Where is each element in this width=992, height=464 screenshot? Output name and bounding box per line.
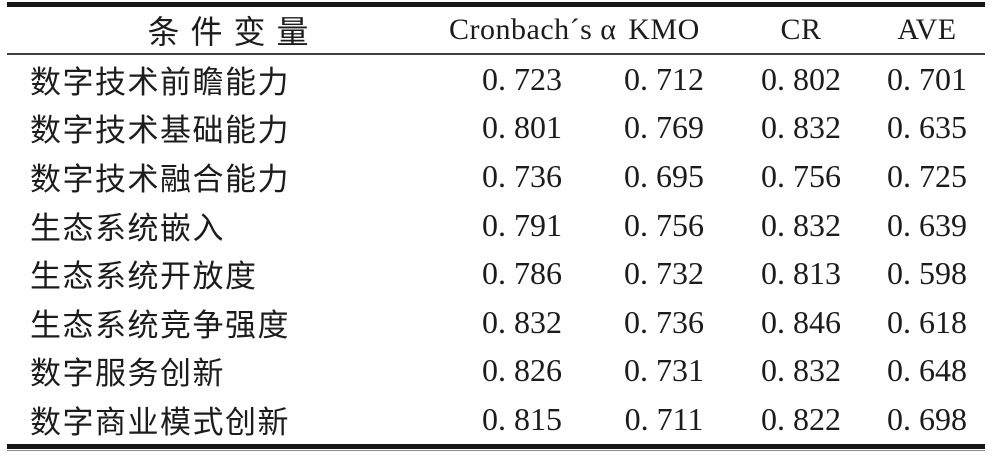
table-bottom-rule-shadow [7,449,985,451]
table-row: 生态系统嵌入 0. 791 0. 756 0. 832 0. 639 [7,201,985,250]
row-label: 生态系统嵌入 [30,210,225,246]
cell-value: 0. 832 [761,352,841,389]
cell-value: 0. 731 [624,352,704,389]
row-label: 生态系统开放度 [30,259,258,295]
table-row: 数字服务创新 0. 826 0. 731 0. 832 0. 648 [7,347,985,396]
table-body: 数字技术前瞻能力 0. 723 0. 712 0. 802 0. 701 数字技术基础能力… [7,55,985,444]
cell-value: 0. 712 [624,60,704,97]
cell-value: 0. 736 [624,303,704,340]
cell-value: 0. 786 [482,255,562,292]
cell-value: 0. 756 [761,157,841,194]
cell-value: 0. 801 [482,109,562,146]
column-header-condition-variable: 条件变量 [147,14,320,50]
cell-value: 0. 832 [761,109,841,146]
cell-value: 0. 635 [887,109,967,146]
cell-value: 0. 822 [761,400,841,437]
cell-value: 0. 698 [887,400,967,437]
cell-value: 0. 769 [624,109,704,146]
cell-value: 0. 826 [482,352,562,389]
row-label: 数字服务创新 [30,356,225,392]
table-header-row: 条件变量 Cronbach´s α KMO CR AVE [7,7,985,53]
cell-value: 0. 648 [887,352,967,389]
reliability-validity-table: 条件变量 Cronbach´s α KMO CR AVE 数字技术前瞻能力 0. … [7,2,985,451]
cell-value: 0. 598 [887,255,967,292]
cell-value: 0. 813 [761,255,841,292]
cell-value: 0. 802 [761,60,841,97]
cell-value: 0. 736 [482,157,562,194]
cell-value: 0. 618 [887,303,967,340]
row-label: 数字技术前瞻能力 [30,64,290,100]
table-top-rule [7,2,985,7]
cell-value: 0. 832 [761,206,841,243]
cell-value: 0. 732 [624,255,704,292]
cell-value: 0. 639 [887,206,967,243]
row-label: 数字商业模式创新 [30,404,290,440]
column-header-kmo: KMO [628,13,700,46]
column-header-cronbachs-alpha: Cronbach´s α [449,13,617,46]
table-row: 数字技术基础能力 0. 801 0. 769 0. 832 0. 635 [7,104,985,153]
cell-value: 0. 723 [482,60,562,97]
row-label: 数字技术融合能力 [30,161,290,197]
row-label: 数字技术基础能力 [30,113,290,149]
cell-value: 0. 791 [482,206,562,243]
column-header-cr: CR [780,13,822,46]
table-row: 数字技术融合能力 0. 736 0. 695 0. 756 0. 725 [7,152,985,201]
table-row: 生态系统竞争强度 0. 832 0. 736 0. 846 0. 618 [7,298,985,347]
table-row: 数字技术前瞻能力 0. 723 0. 712 0. 802 0. 701 [7,55,985,104]
cell-value: 0. 846 [761,303,841,340]
cell-value: 0. 832 [482,303,562,340]
table-bottom-rule [7,443,985,449]
cell-value: 0. 711 [624,400,704,437]
cell-value: 0. 695 [624,157,704,194]
cell-value: 0. 815 [482,400,562,437]
row-label: 生态系统竞争强度 [30,307,290,343]
table-header-rule [7,53,985,55]
column-header-ave: AVE [897,13,957,46]
table-row: 生态系统开放度 0. 786 0. 732 0. 813 0. 598 [7,249,985,298]
cell-value: 0. 756 [624,206,704,243]
table-row: 数字商业模式创新 0. 815 0. 711 0. 822 0. 698 [7,395,985,444]
cell-value: 0. 701 [887,60,967,97]
cell-value: 0. 725 [887,157,967,194]
